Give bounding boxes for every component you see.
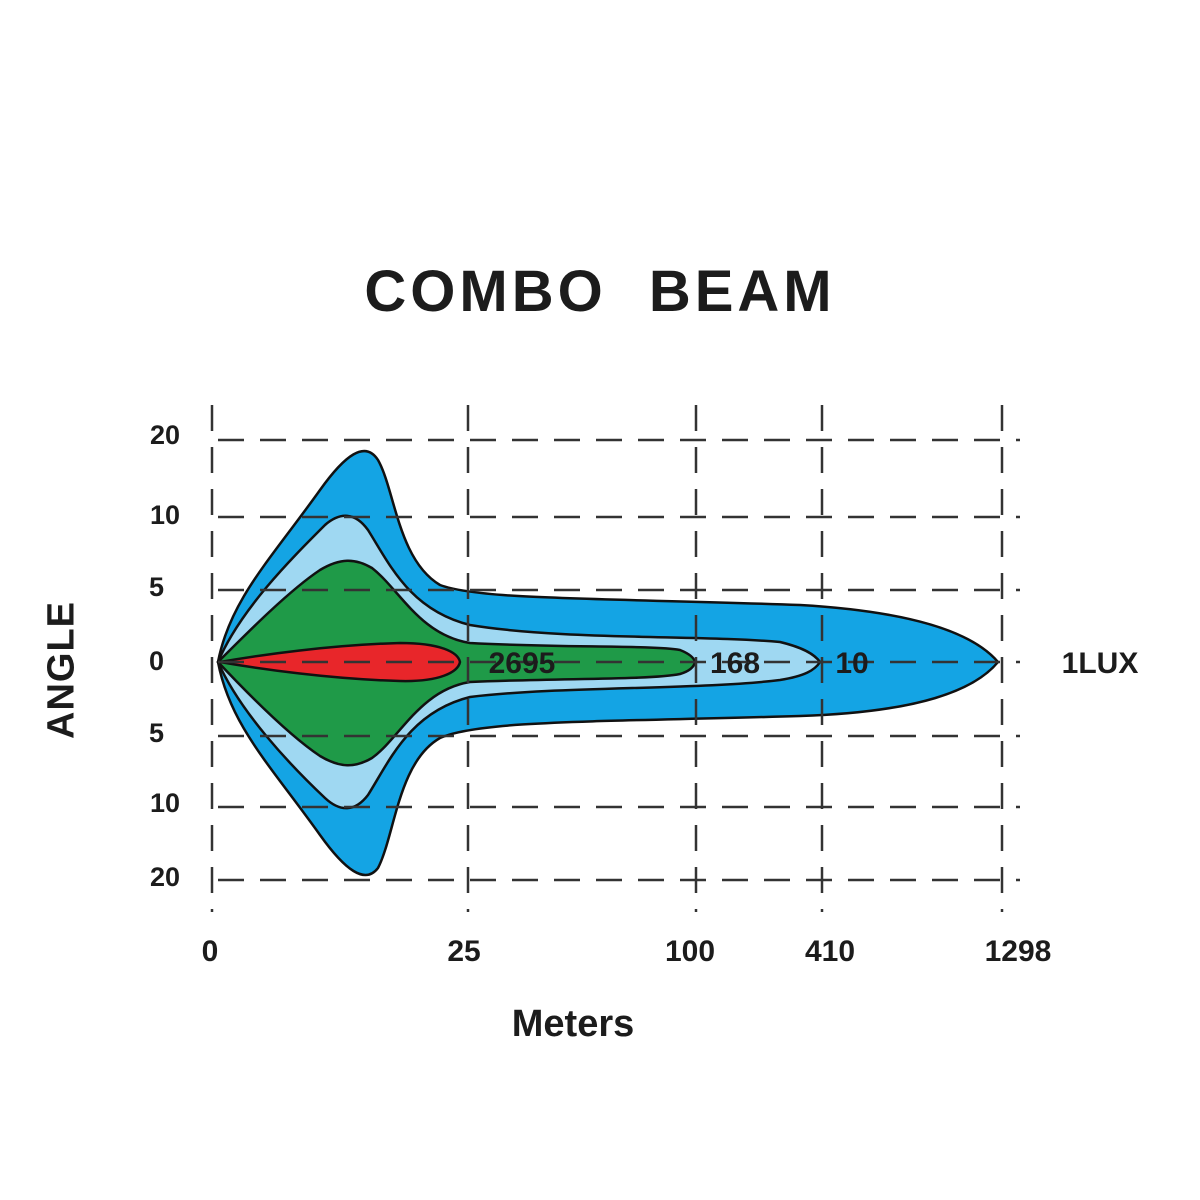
lux-label-10: 10	[835, 647, 869, 680]
x-tick-1298: 1298	[984, 935, 1052, 968]
lux-label-2695: 2695	[488, 647, 556, 680]
lux-label-1: 1LUX	[1061, 647, 1139, 680]
y-tick-0: 0	[148, 646, 164, 676]
lux-label-168: 168	[709, 647, 761, 680]
y-tick-20-top: 20	[149, 420, 180, 450]
y-tick-10-bottom: 10	[149, 788, 180, 818]
x-tick-410: 410	[804, 935, 856, 968]
y-tick-10-top: 10	[149, 500, 180, 530]
x-tick-25: 25	[447, 935, 481, 968]
grid	[210, 405, 1020, 912]
x-tick-100: 100	[664, 935, 716, 968]
contour-2695lux	[219, 641, 462, 683]
x-tick-0: 0	[201, 935, 219, 968]
chart-title: COMBO BEAM	[364, 259, 836, 324]
y-tick-5-top: 5	[148, 572, 164, 602]
x-axis-title: Meters	[511, 1003, 635, 1045]
y-axis-title: ANGLE	[40, 601, 83, 739]
y-tick-20-bottom: 20	[149, 862, 180, 892]
y-tick-5-bottom: 5	[148, 718, 164, 748]
